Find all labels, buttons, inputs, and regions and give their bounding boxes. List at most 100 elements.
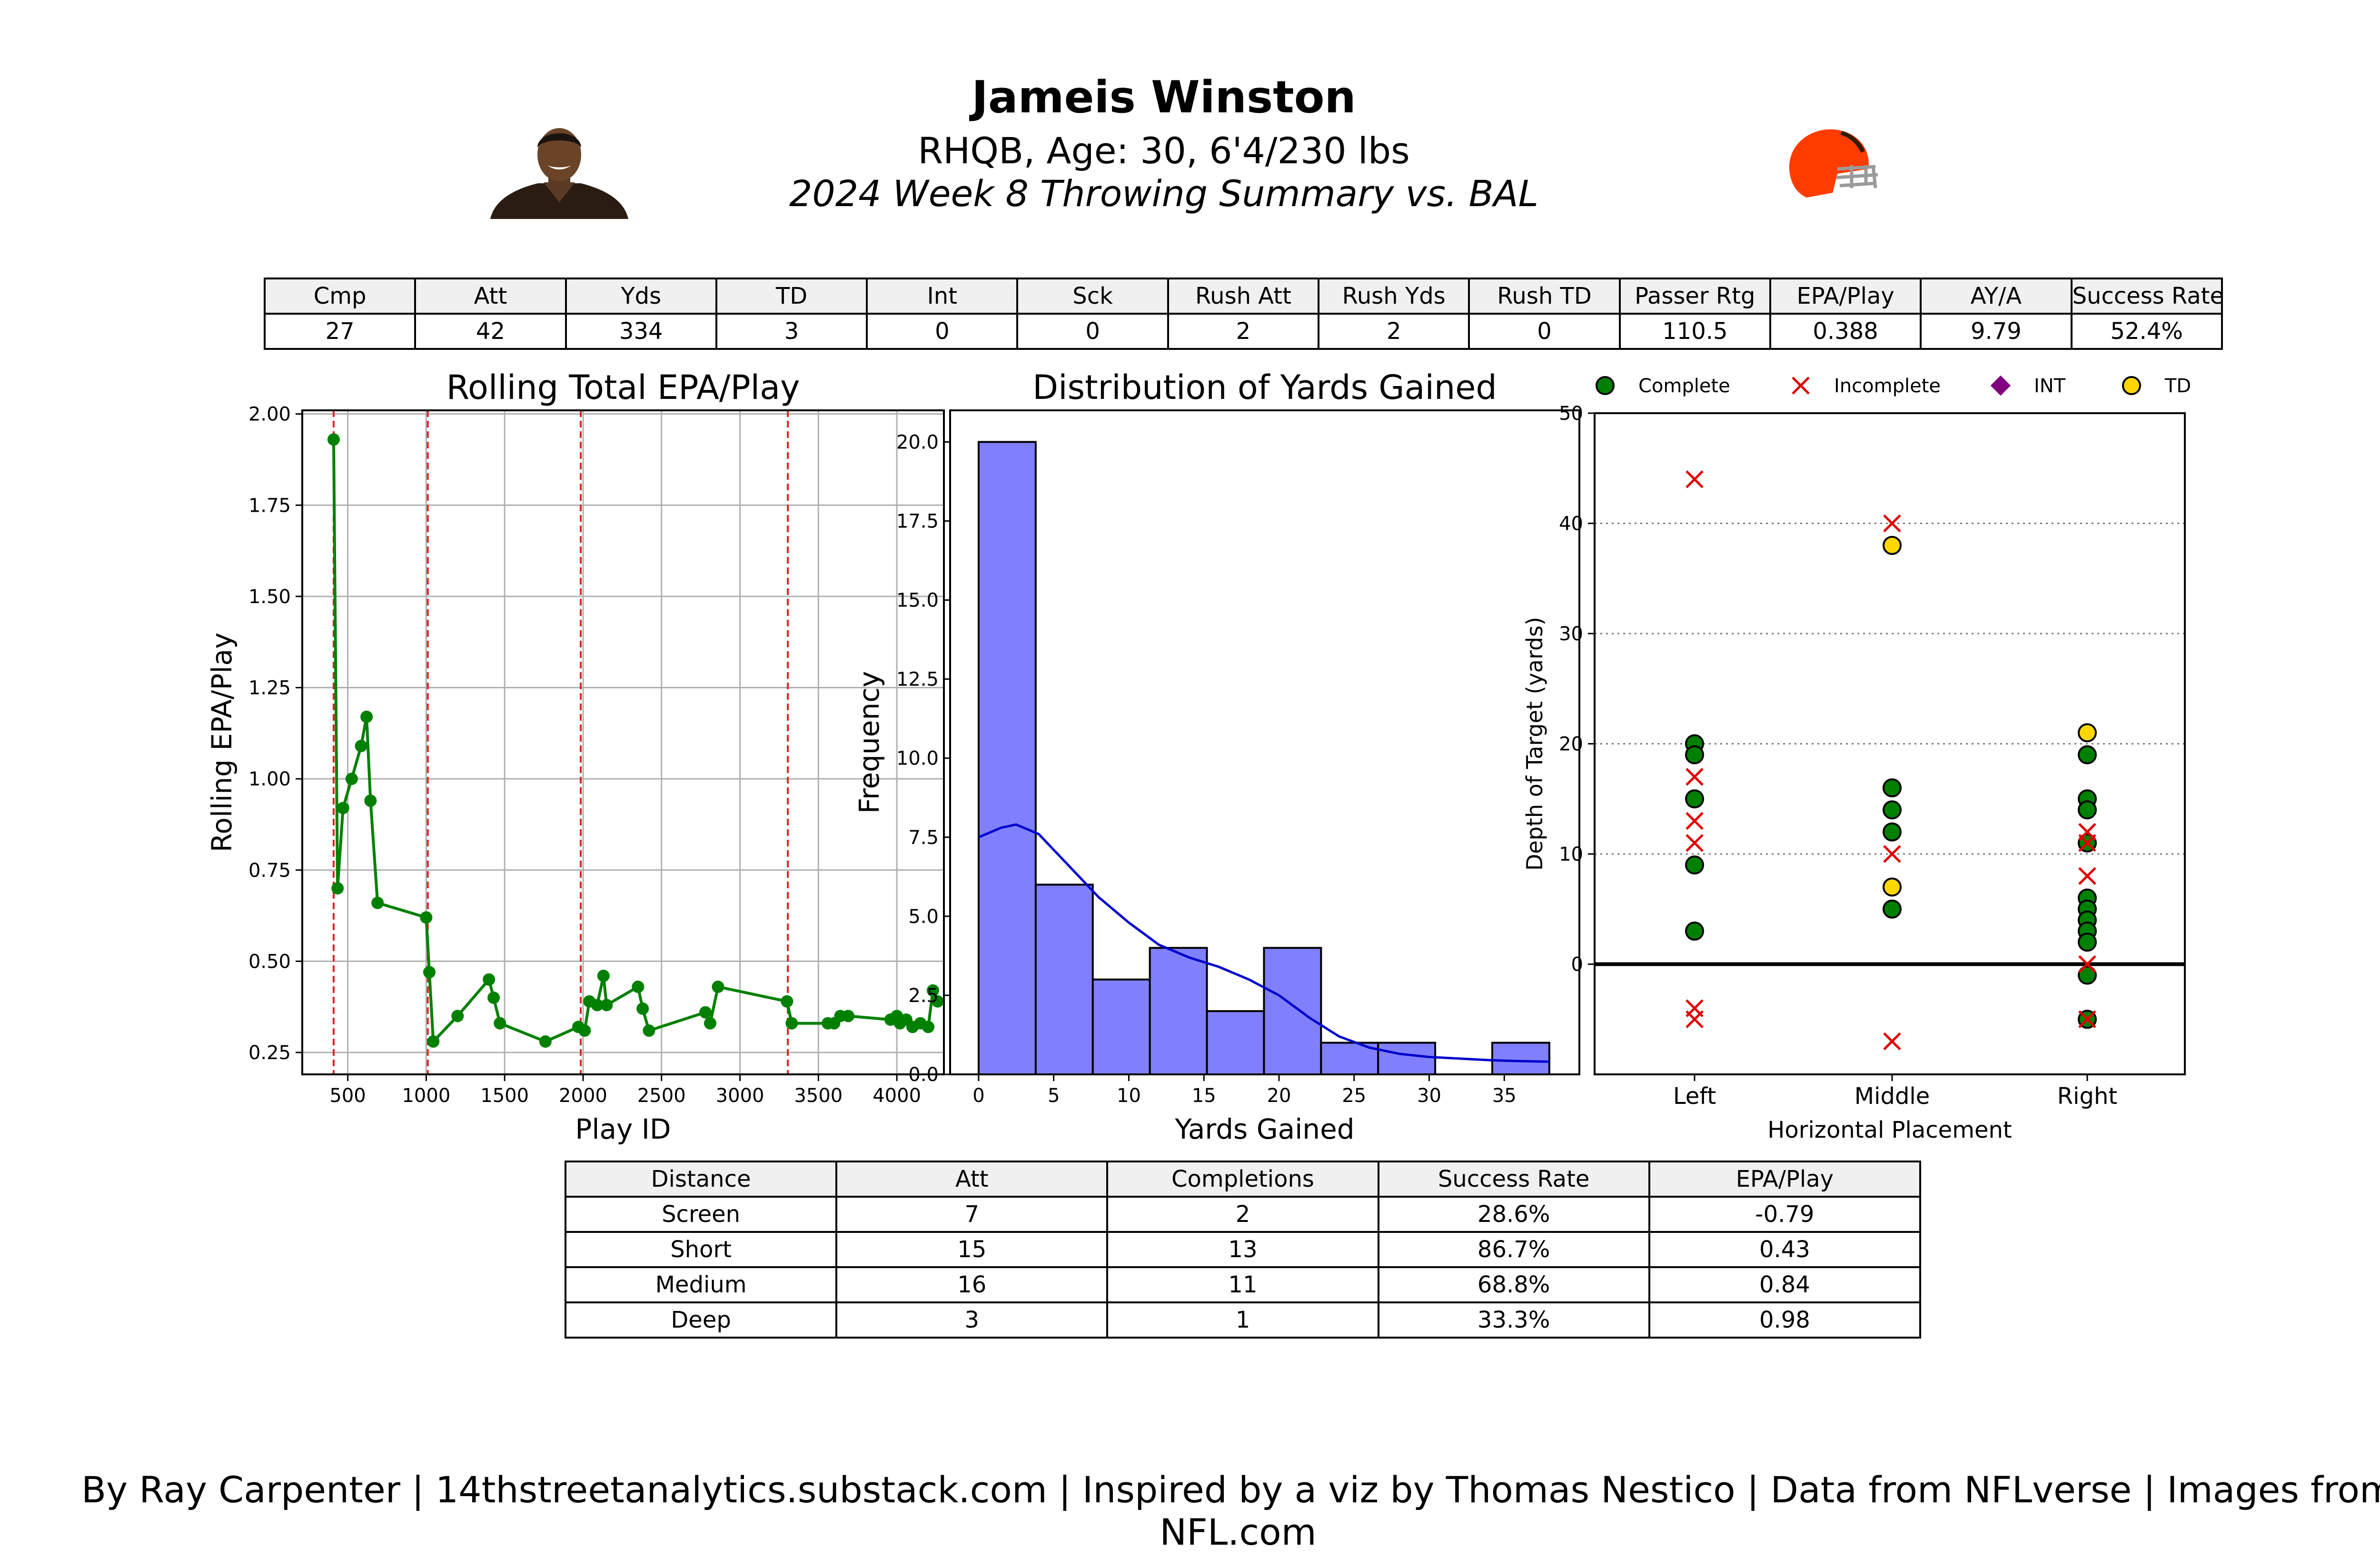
summary-header-cell: EPA/Play: [1769, 278, 1922, 315]
y-tick-label: 1.00: [248, 768, 291, 790]
histogram-bar: [1149, 947, 1208, 1076]
chart-title: Rolling Total EPA/Play: [446, 368, 800, 407]
y-axis-label: Frequency: [853, 671, 885, 814]
epa-point: [337, 802, 349, 814]
summary-value-cell: 9.79: [1920, 313, 2073, 350]
summary-value-cell: 2: [1167, 313, 1320, 350]
incomplete-stroke: [1686, 812, 1704, 830]
y-tick-label: 50: [1559, 403, 1583, 425]
depth-cell: 33.3%: [1377, 1301, 1650, 1339]
legend-incomplete-marker: [1792, 377, 1810, 395]
epa-point: [327, 433, 340, 446]
table-row: Medium 16 11 68.8% 0.84: [564, 1266, 1922, 1303]
epa-point: [781, 995, 793, 1008]
epa-point: [600, 999, 613, 1012]
complete-point: [2078, 800, 2097, 820]
summary-header-cell: Int: [866, 278, 1019, 315]
y-tick-label: 0.25: [248, 1042, 291, 1064]
epa-point: [632, 981, 645, 993]
summary-header-cell: Rush Att: [1167, 278, 1320, 315]
x-axis-label: Horizontal Placement: [1767, 1117, 2012, 1143]
incomplete-point: [1686, 812, 1704, 830]
depth-cell: 2: [1106, 1196, 1379, 1233]
y-tick-label: 12.5: [896, 669, 939, 691]
y-tick-label: 15.0: [896, 590, 939, 612]
histogram-bar: [1377, 1042, 1437, 1076]
epa-point: [636, 1002, 649, 1015]
epa-point: [704, 1017, 716, 1030]
incomplete-stroke: [1686, 834, 1704, 852]
epa-point: [922, 1021, 935, 1033]
x-tick-label: 500: [329, 1085, 366, 1107]
y-tick-label: 10.0: [896, 748, 939, 770]
plot-frame: [949, 409, 1580, 1075]
incomplete-stroke: [2078, 867, 2096, 885]
summary-header-cell: Passer Rtg: [1618, 278, 1771, 315]
incomplete-point: [1686, 1010, 1704, 1029]
y-axis-label: Depth of Target (yards): [1522, 617, 1547, 871]
complete-point: [1883, 778, 1902, 798]
charts-area: 500 1000 1500 2000 2500 3000 3500 40000.250.500…: [206, 368, 2191, 1145]
epa-point: [423, 966, 436, 979]
depth-header-cell: Distance: [564, 1161, 838, 1198]
epa-point: [331, 882, 344, 895]
player-headshot-image: [490, 128, 628, 219]
epa-point: [364, 794, 377, 807]
y-tick-label: 1.75: [248, 495, 291, 516]
depth-cell: 16: [835, 1266, 1109, 1303]
depth-cell: 0.84: [1648, 1266, 1922, 1303]
depth-cell: Deep: [564, 1301, 838, 1339]
epa-point: [355, 740, 367, 753]
complete-point: [2078, 933, 2097, 952]
y-axis-label: Rolling EPA/Play: [206, 633, 238, 853]
epa-point: [712, 981, 724, 993]
summary-header-cell: Sck: [1016, 278, 1169, 315]
y-tick-label: 0.50: [248, 951, 291, 973]
depth-cell: Medium: [564, 1266, 838, 1303]
epa-point: [926, 984, 939, 997]
epa-point: [494, 1017, 506, 1030]
x-tick-label: 25: [1342, 1085, 1366, 1107]
summary-header-cell: Success Rate: [2070, 278, 2223, 315]
epa-point: [420, 911, 433, 924]
legend-label: INT: [2034, 375, 2066, 397]
depth-cell: 11: [1106, 1266, 1379, 1303]
epa-point: [785, 1017, 798, 1030]
legend-td-marker: [2122, 376, 2141, 395]
x-tick-label: 1000: [402, 1085, 450, 1107]
depth-cell: 15: [835, 1231, 1109, 1268]
summary-header-row: Cmp Att Yds TD Int Sck Rush Att Rush Yds Rush TD…: [263, 278, 2223, 315]
summary-header-cell: Rush Yds: [1318, 278, 1470, 315]
td-point: [1883, 877, 1902, 897]
td-point: [1883, 536, 1902, 555]
kde-curve: [978, 823, 1549, 1063]
histogram-bar: [1091, 978, 1151, 1076]
x-tick-label: 20: [1267, 1085, 1291, 1107]
y-tick-label: 1.50: [248, 586, 291, 608]
incomplete-stroke: [2078, 834, 2096, 852]
y-tick-label: 7.5: [908, 827, 939, 849]
y-tick-label: 0.0: [908, 1064, 939, 1086]
summary-header-cell: TD: [715, 278, 868, 315]
legend-label: Complete: [1638, 375, 1730, 397]
x-tick-label: 1500: [480, 1085, 529, 1107]
x-tick-label: 0: [972, 1085, 984, 1107]
epa-point: [360, 710, 373, 723]
incomplete-stroke: [1883, 1032, 1901, 1051]
x-tick-label: 10: [1117, 1085, 1141, 1107]
incomplete-stroke: [1686, 1010, 1704, 1029]
epa-point: [487, 992, 500, 1004]
game-summary-subtitle: 2024 Week 8 Throwing Summary vs. BAL: [789, 172, 1538, 215]
epa-point: [931, 995, 944, 1008]
legend-label: TD: [2164, 375, 2191, 397]
table-row: Short 15 13 86.7% 0.43: [564, 1231, 1922, 1268]
summary-header-cell: Yds: [565, 278, 717, 315]
summary-value-cell: 0: [1016, 313, 1169, 350]
x-category-label: Right: [2057, 1083, 2117, 1110]
histogram-bar: [1491, 1042, 1550, 1076]
y-tick-label: 2.00: [248, 404, 291, 426]
incomplete-stroke: [1686, 470, 1704, 488]
legend-int-marker: [1990, 375, 2011, 396]
epa-point: [597, 970, 610, 982]
summary-stats-table: Cmp Att Yds TD Int Sck Rush Att Rush Yds Rush TD…: [263, 278, 2223, 350]
